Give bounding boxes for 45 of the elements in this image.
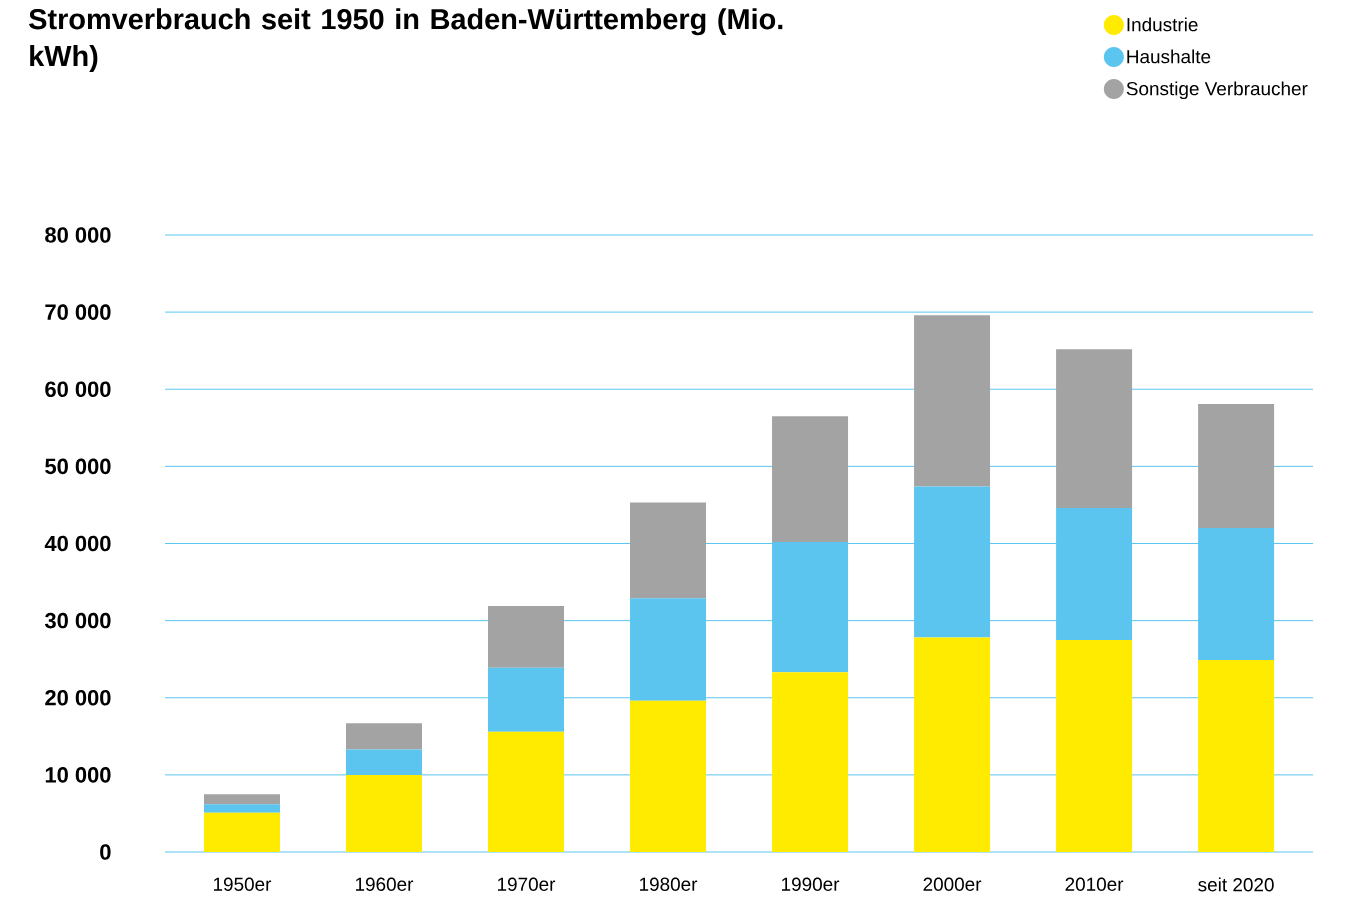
legend-label: Sonstige Verbraucher <box>1126 81 1308 100</box>
bar <box>1198 528 1275 660</box>
y-tick-label: 0 <box>100 844 111 860</box>
bar <box>1056 508 1133 640</box>
x-tick-label: seit 2020 <box>1198 877 1274 892</box>
bar <box>203 804 280 813</box>
bar <box>914 315 991 487</box>
bar <box>203 812 280 852</box>
bar <box>488 605 565 668</box>
y-tick-label: 10 000 <box>45 767 111 783</box>
bar <box>488 731 565 852</box>
bar <box>488 667 565 732</box>
bar <box>203 794 280 805</box>
bar <box>630 598 707 701</box>
bar <box>1198 403 1275 529</box>
legend-label: Haushalte <box>1127 49 1211 64</box>
bar <box>772 541 849 673</box>
y-tick-label: 20 000 <box>45 689 111 706</box>
bar <box>630 502 707 599</box>
y-tick-label: 40 000 <box>44 535 111 552</box>
bar <box>345 774 422 852</box>
x-tick-label: 1960er <box>355 877 414 891</box>
y-tick-label: 80 000 <box>45 227 111 243</box>
bar <box>630 700 707 852</box>
legend-label: Industrie <box>1127 17 1198 32</box>
bar <box>345 723 422 750</box>
y-tick-label: 30 000 <box>44 612 111 629</box>
x-tick-label: 1970er <box>497 877 556 891</box>
x-tick-label: 1980er <box>639 877 698 891</box>
x-tick-label: 1950er <box>213 877 272 891</box>
bar <box>772 416 849 542</box>
bar <box>345 749 422 775</box>
bar <box>772 672 849 852</box>
y-tick-label: 50 000 <box>45 458 111 475</box>
bar <box>914 637 991 852</box>
bar <box>1198 659 1275 852</box>
x-tick-label: 1990er <box>782 877 840 891</box>
bar <box>914 486 991 638</box>
y-tick-label: 60 000 <box>45 381 111 398</box>
bar <box>1056 639 1133 852</box>
y-tick-label: 70 000 <box>45 304 111 320</box>
bar <box>1056 349 1133 509</box>
x-tick-label: 2010er <box>1065 877 1124 891</box>
chart-title: Stromverbrauch seit 1950 in Baden-Württemberg (Mio. kWh) <box>29 8 783 72</box>
x-tick-label: 2000er <box>923 877 982 891</box>
